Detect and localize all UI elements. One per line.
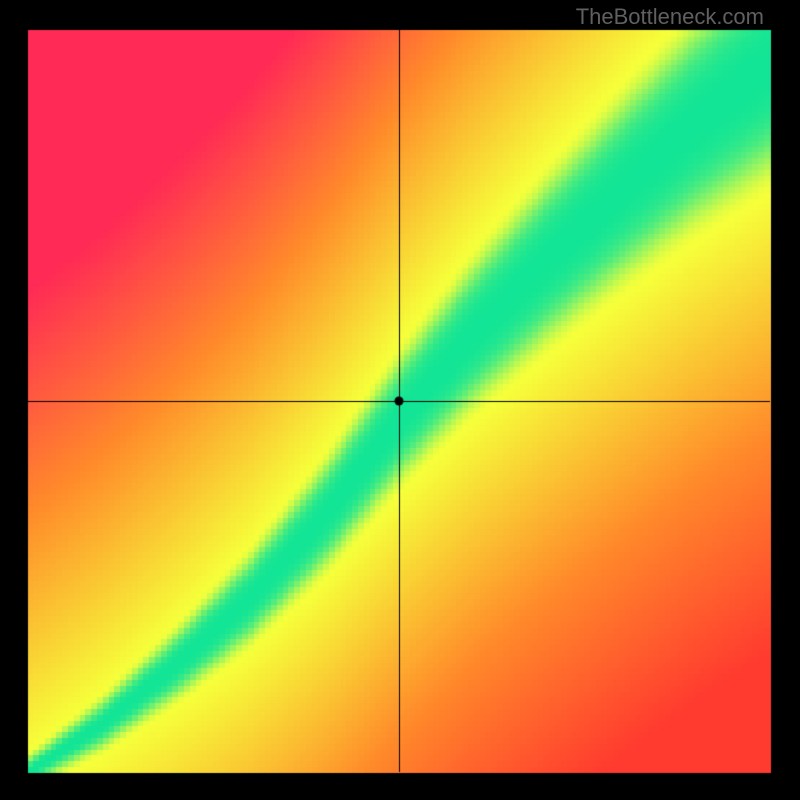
chart-stage: TheBottleneck.com (0, 0, 800, 800)
watermark-text: TheBottleneck.com (576, 4, 764, 30)
bottleneck-heatmap (0, 0, 800, 800)
